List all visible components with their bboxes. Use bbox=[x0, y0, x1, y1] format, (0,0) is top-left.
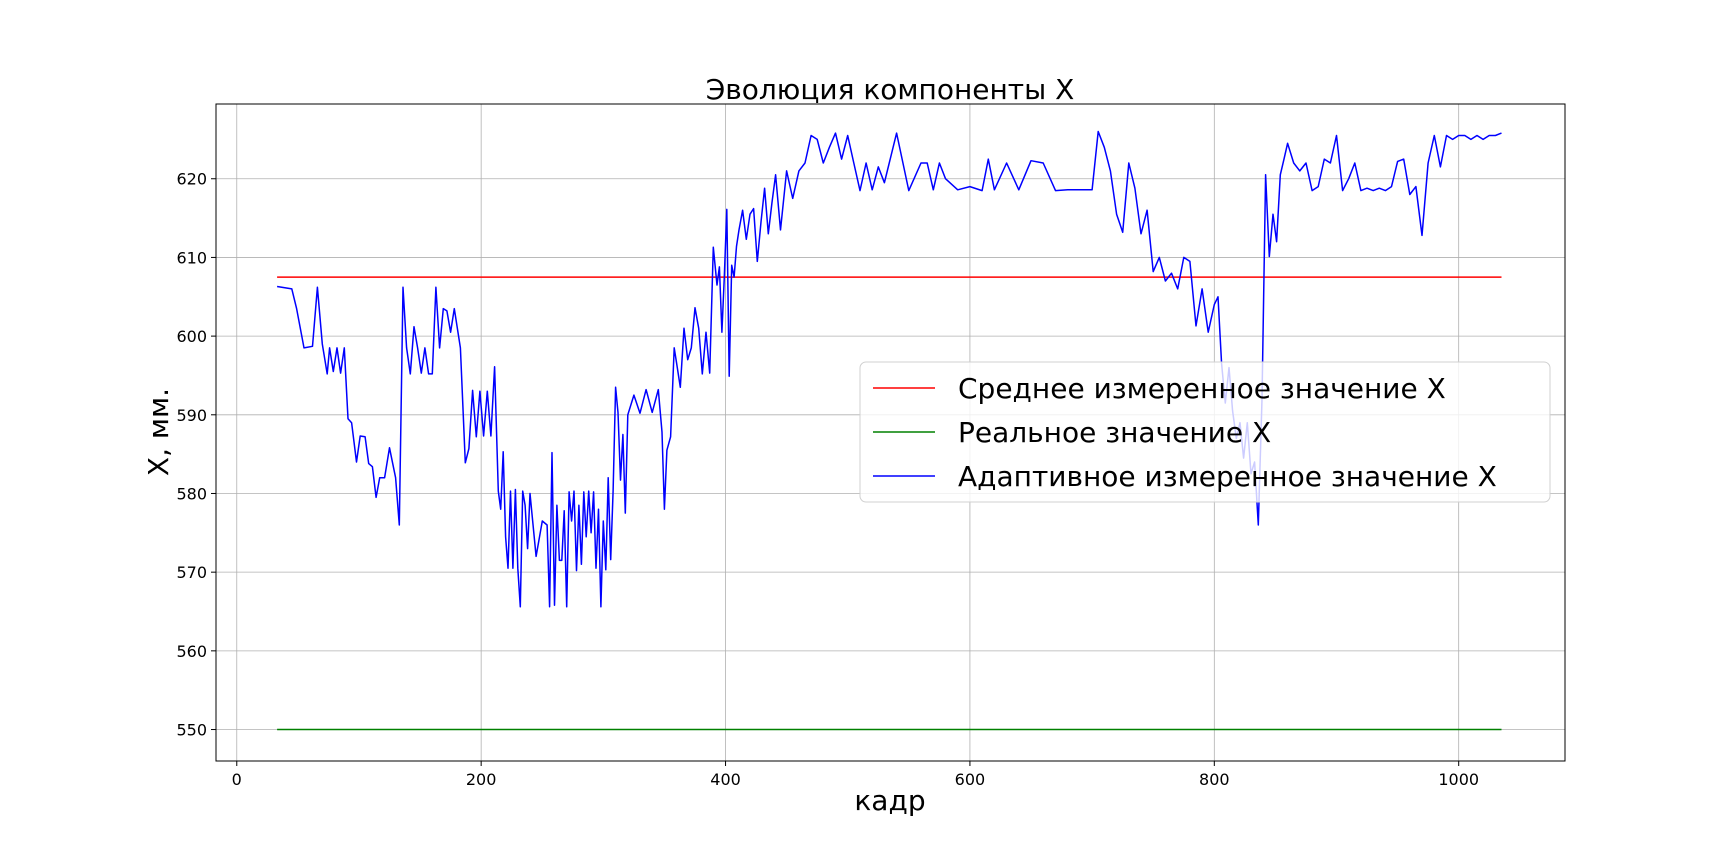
legend-entry-adaptive: Адаптивное измеренное значение X bbox=[873, 460, 1497, 493]
y-tick-label: 580 bbox=[176, 484, 207, 503]
x-tick-label: 0 bbox=[232, 770, 242, 789]
legend-entry-real: Реальное значение X bbox=[873, 416, 1271, 449]
y-tick-label: 590 bbox=[176, 406, 207, 425]
y-tick-label: 620 bbox=[176, 170, 207, 189]
ticks: 0 200 400 600 800 1000 550 560 570 580 590 600 610 62… bbox=[176, 170, 1479, 789]
legend-box bbox=[859, 361, 1551, 503]
legend-label: Реальное значение X bbox=[958, 416, 1271, 449]
x-tick-label: 600 bbox=[955, 770, 986, 789]
legend-entry-mean: Среднее измеренное значение X bbox=[873, 372, 1446, 405]
x-tick-label: 800 bbox=[1199, 770, 1230, 789]
x-tick-label: 1000 bbox=[1438, 770, 1479, 789]
legend-label: Среднее измеренное значение X bbox=[958, 372, 1446, 405]
x-axis-label: кадр bbox=[854, 784, 925, 817]
legend-label: Адаптивное измеренное значение X bbox=[958, 460, 1497, 493]
x-tick-label: 400 bbox=[710, 770, 741, 789]
y-tick-label: 560 bbox=[176, 642, 207, 661]
y-tick-label: 550 bbox=[176, 721, 207, 740]
plot-frame bbox=[215, 103, 1566, 762]
y-axis-label: X, мм. bbox=[142, 388, 175, 476]
y-tick-label: 570 bbox=[176, 563, 207, 582]
x-tick-label: 200 bbox=[466, 770, 497, 789]
y-tick-label: 610 bbox=[176, 248, 207, 267]
chart-title: Эволюция компоненты X bbox=[706, 73, 1075, 106]
legend: Среднее измеренное значение X Реальное зн… bbox=[859, 361, 1551, 503]
y-tick-label: 600 bbox=[176, 327, 207, 346]
